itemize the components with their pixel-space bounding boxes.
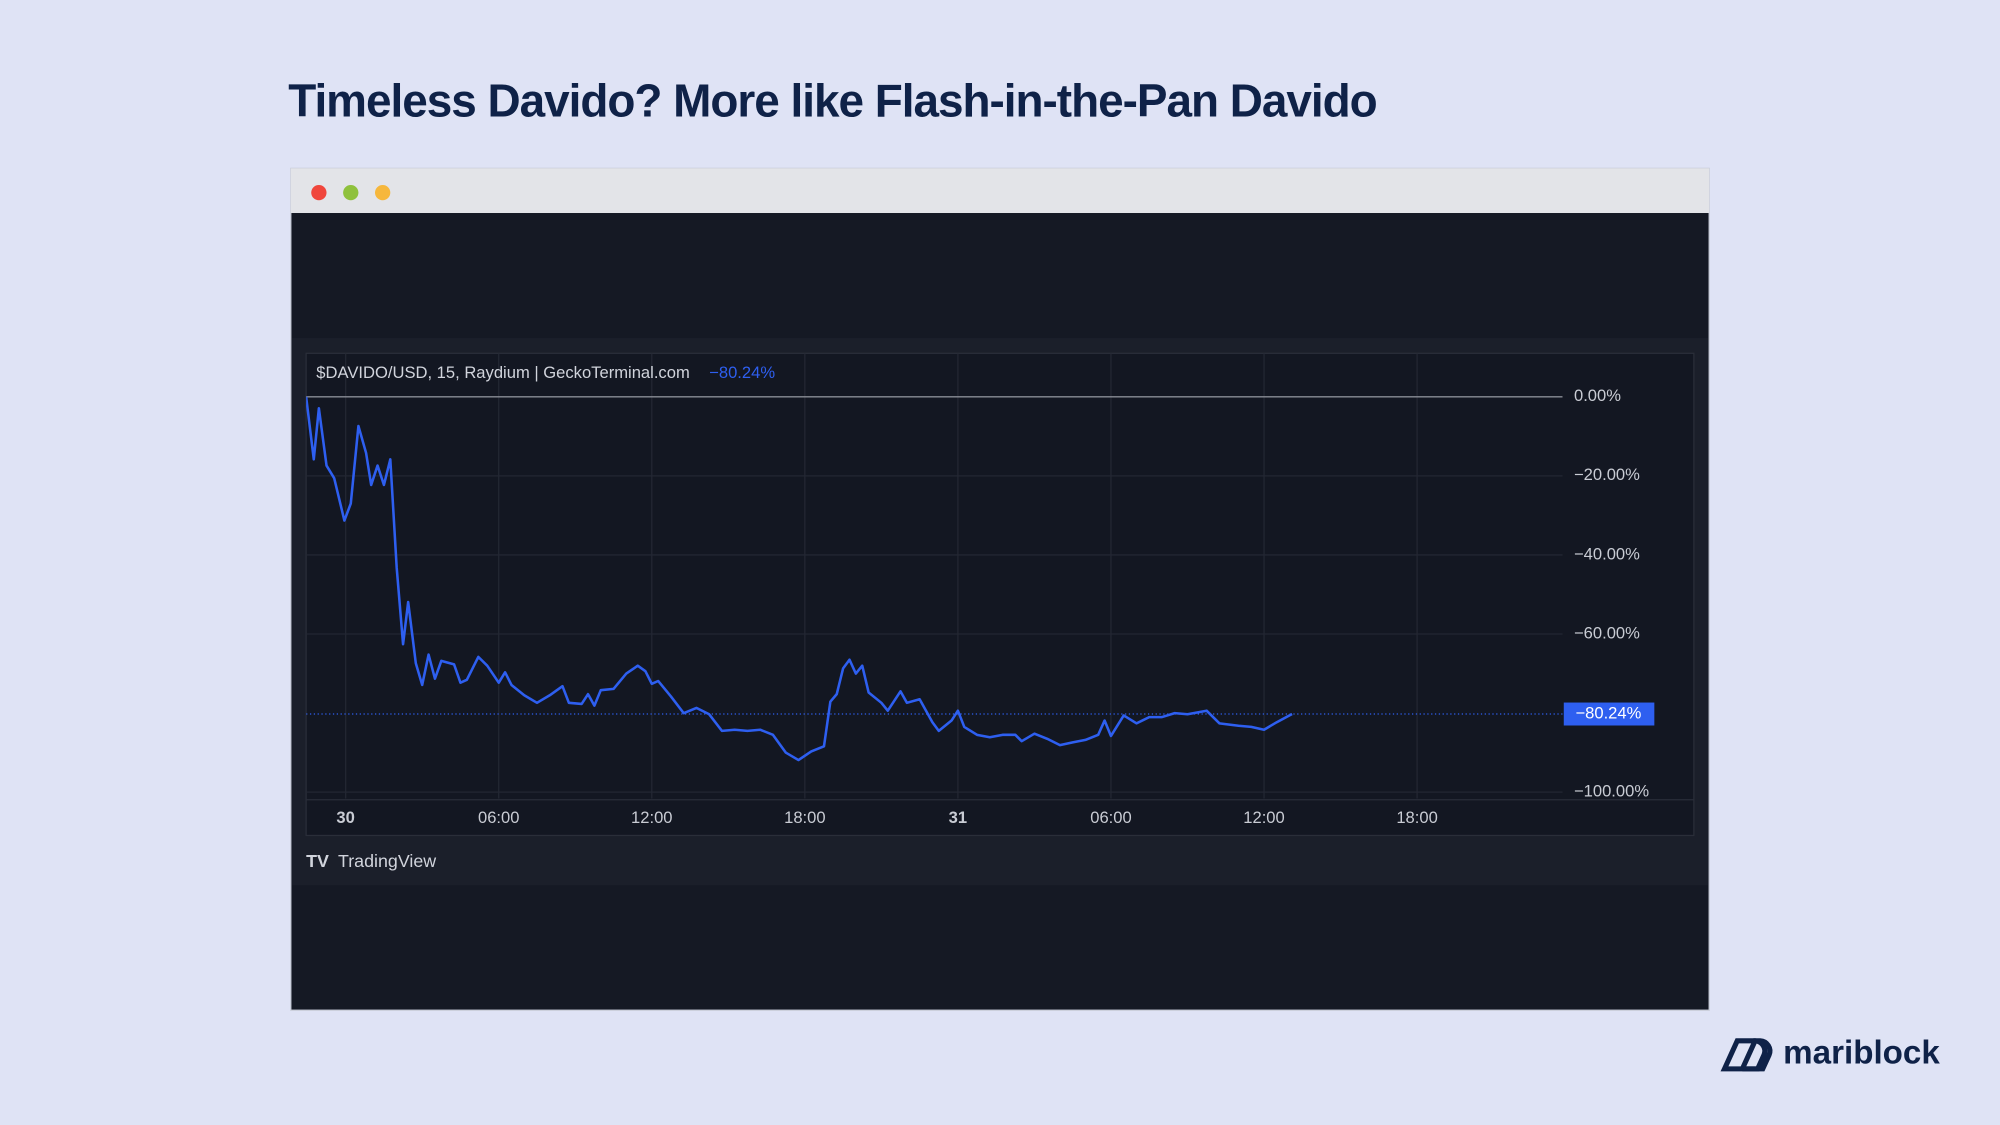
plot-area: 0.00% −20.00% −40.00% −60.00% −100.00% [306,353,1649,800]
y-tick-label: −60.00% [1574,623,1640,642]
y-tick-label: −20.00% [1574,465,1640,484]
close-dot [311,184,327,201]
brand-icon [1740,1038,1773,1072]
x-tick-label: 31 [949,808,967,827]
x-tick-label: 18:00 [1396,808,1438,827]
current-price-box [1563,702,1655,726]
y-tick-label: −100.00% [1574,782,1649,801]
x-tick-label: 06:00 [1090,808,1132,827]
x-tick-label: 06:00 [478,808,520,827]
brand-name: mariblock [1783,1035,1940,1072]
x-tick-label: 30 [336,808,354,827]
y-tick-label: −40.00% [1574,544,1640,563]
x-tick-label: 12:00 [1243,808,1285,827]
title-bar [290,168,1710,214]
tv-logo: TV [306,851,329,871]
y-tick-label: 0.00% [1574,386,1621,405]
tradingview-label: TradingView [338,851,436,871]
maximize-dot [375,184,391,201]
minimize-dot [343,184,359,201]
plot: 0.00% −20.00% −40.00% −60.00% −100.00% 30 06:0… [306,353,1655,827]
x-tick-label: 12:00 [631,808,673,827]
symbol-label: $DAVIDO/USD, 15, Raydium | GeckoTerminal… [316,363,689,382]
page-title: Timeless Davido? More like Flash-in-the-… [288,75,1376,127]
chart-panel [305,352,1695,837]
x-tick-label: 18:00 [784,808,826,827]
current-price-label: −80.24% [1575,703,1641,722]
price-line [306,396,1293,762]
brand-logo [1720,1038,1773,1072]
change-label: −80.24% [709,363,775,382]
